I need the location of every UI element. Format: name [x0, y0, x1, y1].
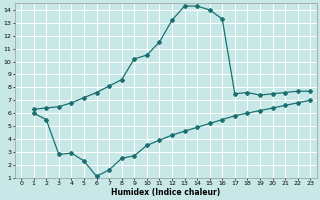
X-axis label: Humidex (Indice chaleur): Humidex (Indice chaleur)	[111, 188, 220, 197]
